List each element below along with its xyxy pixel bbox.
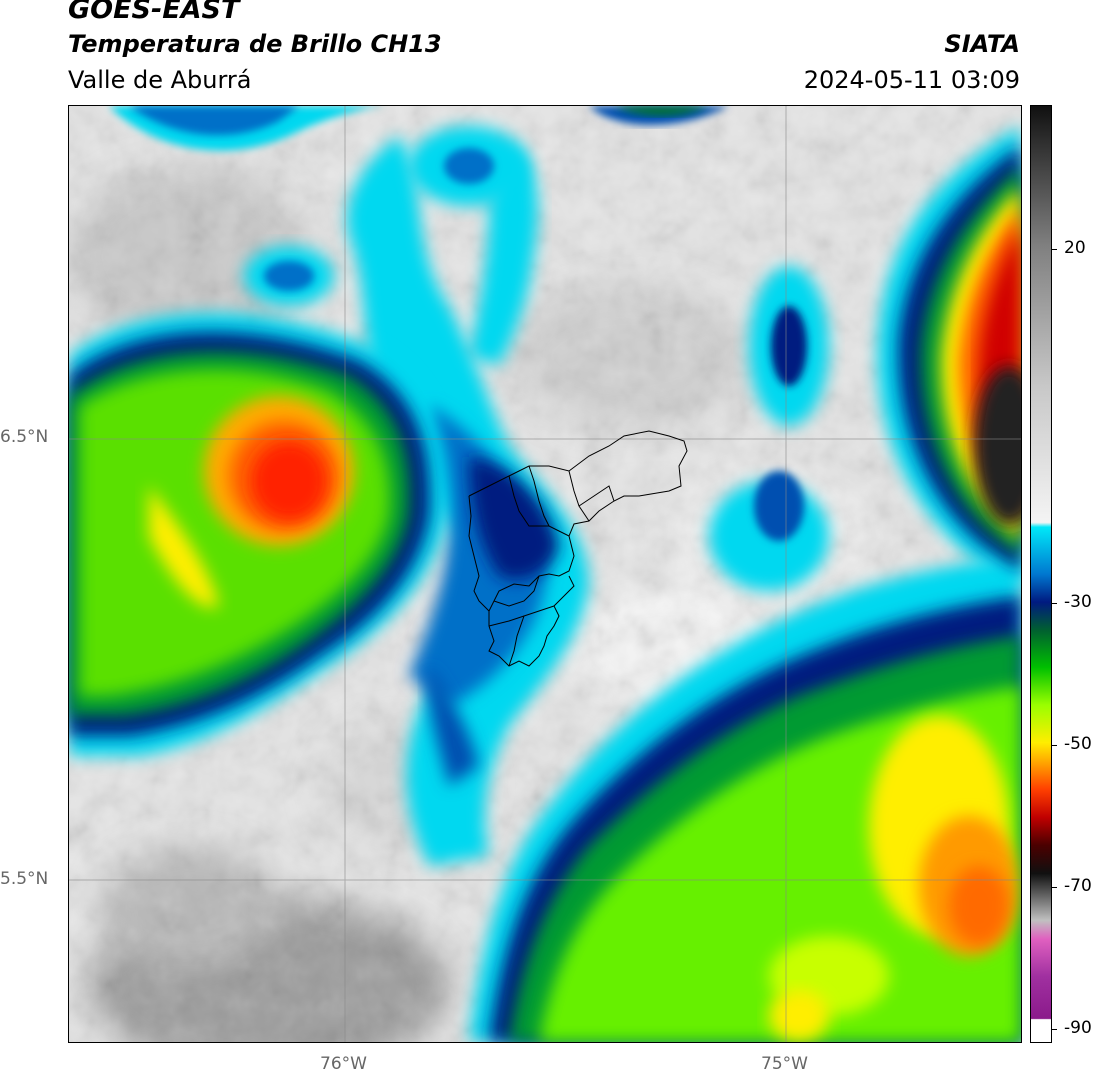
product-title: Temperatura de Brillo CH13 xyxy=(68,30,442,58)
cb-tick-minus70 xyxy=(1051,887,1057,888)
lat-label-5-5: 5.5°N xyxy=(0,869,49,889)
colorbar-svg xyxy=(1031,106,1051,1042)
northeast-convective-cell xyxy=(877,126,1021,586)
lon-label-75w: 75°W xyxy=(761,1054,808,1074)
cb-label-20: 20 xyxy=(1064,238,1086,258)
cb-label-minus70: -70 xyxy=(1064,876,1092,896)
brightness-temperature-map xyxy=(68,105,1022,1043)
brand-label: SIATA xyxy=(944,30,1020,58)
cb-label-minus30: -30 xyxy=(1064,592,1092,612)
cb-label-minus90: -90 xyxy=(1064,1018,1092,1038)
graticule xyxy=(69,106,1021,1042)
lon-label-76w: 76°W xyxy=(320,1054,367,1074)
southeast-convective-cell xyxy=(469,556,1021,1042)
lat-label-6-5: 6.5°N xyxy=(0,427,49,447)
top-cloud-band xyxy=(109,106,729,151)
cb-label-minus50: -50 xyxy=(1064,734,1092,754)
cb-tick-minus30 xyxy=(1051,603,1057,604)
timestamp-label: 2024-05-11 03:09 xyxy=(803,66,1020,94)
region-label: Valle de Aburrá xyxy=(68,66,252,94)
aburra-valley-boundaries xyxy=(468,430,688,667)
cb-tick-minus90 xyxy=(1051,1029,1057,1030)
satellite-name: GOES-EAST xyxy=(68,0,240,25)
colorbar-gradient xyxy=(1031,106,1051,1042)
cb-tick-20 xyxy=(1051,249,1057,250)
west-convective-cell xyxy=(69,313,449,756)
colorbar xyxy=(1030,105,1052,1043)
map-svg xyxy=(69,106,1021,1042)
cb-tick-minus50 xyxy=(1051,745,1057,746)
